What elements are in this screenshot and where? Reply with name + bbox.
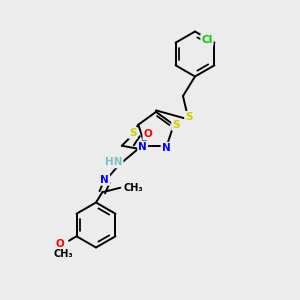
Text: N: N	[138, 142, 147, 152]
Text: HN: HN	[105, 157, 122, 167]
Text: O: O	[143, 129, 152, 140]
Text: N: N	[100, 175, 109, 185]
Text: O: O	[55, 239, 64, 249]
Text: N: N	[162, 143, 170, 153]
Text: S: S	[129, 128, 137, 138]
Text: CH₃: CH₃	[54, 249, 74, 259]
Text: CH₃: CH₃	[123, 183, 143, 193]
Text: S: S	[172, 120, 180, 130]
Text: Cl: Cl	[201, 35, 213, 45]
Text: S: S	[185, 112, 193, 122]
